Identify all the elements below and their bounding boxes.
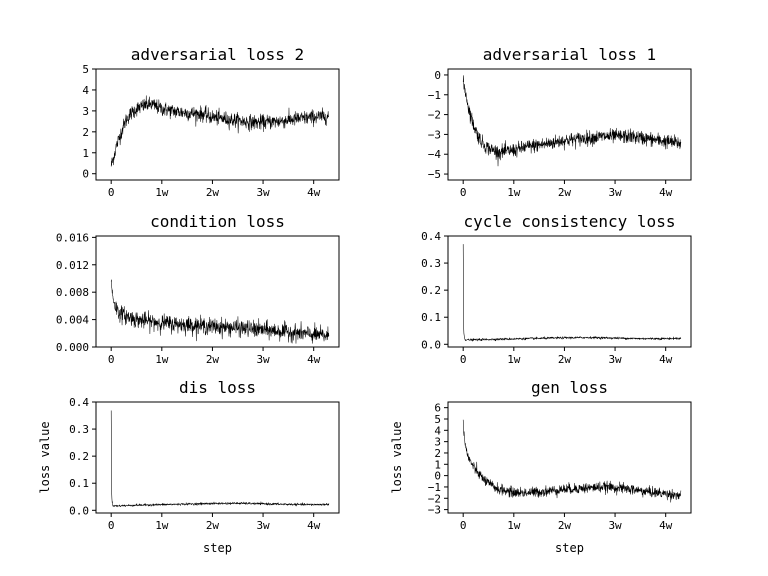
x-tick-label: 0: [108, 186, 115, 199]
y-tick-label: 3: [82, 105, 89, 118]
subplot-title: cycle consistency loss: [464, 212, 676, 231]
axes-frame: [447, 401, 692, 514]
y-tick-label: 0.3: [69, 423, 89, 436]
y-tick-label: 0.2: [69, 450, 89, 463]
x-tick-label: 2w: [558, 519, 572, 532]
series-line-1: [462, 244, 682, 342]
y-tick-label: 0: [434, 470, 441, 483]
x-tick-label: 1w: [507, 519, 521, 532]
x-tick-label: 2w: [206, 353, 220, 366]
subplot-3: condition loss 0 1w 2w 3w 4w 0.000 0.004 0.008 0.…: [56, 212, 340, 366]
axes-frame: [447, 68, 692, 181]
y-tick-label: 0.3: [421, 257, 441, 270]
x-axis-label: step: [203, 541, 232, 555]
y-tick-label: 1: [82, 147, 89, 160]
y-axis-label: loss value: [38, 421, 52, 493]
y-tick-label: −3: [428, 128, 441, 141]
y-tick-label: 0: [434, 69, 441, 82]
y-tick-label: 0.012: [56, 259, 89, 272]
subplot-title: adversarial loss 1: [483, 45, 656, 64]
y-axis-label: loss value: [390, 421, 404, 493]
subplot-title: gen loss: [531, 378, 608, 397]
y-tick-label: 0.4: [69, 396, 89, 409]
y-tick-label: 6: [434, 402, 441, 415]
axes-frame: [95, 401, 340, 514]
subplot-5: dis loss 0 1w 2w 3w 4w 0.0 0.1 0.2 0.3 0.4 step loss…: [38, 378, 340, 555]
x-tick-label: 4w: [307, 519, 321, 532]
x-tick-label: 3w: [256, 353, 270, 366]
series-line-1: [462, 419, 682, 503]
series-line-1: [110, 95, 330, 167]
x-tick-label: 0: [460, 519, 467, 532]
y-tick-label: 3: [434, 436, 441, 449]
x-tick-label: 3w: [256, 186, 270, 199]
x-tick-label: 1w: [155, 186, 169, 199]
x-tick-label: 0: [108, 353, 115, 366]
y-tick-label: 0.016: [56, 231, 89, 244]
x-tick-label: 3w: [608, 519, 622, 532]
x-tick-label: 1w: [155, 353, 169, 366]
subplot-1: adversarial loss 2 0 1w 2w 3w 4w 0 1 2 3 4 5: [82, 45, 340, 199]
x-tick-label: 3w: [256, 519, 270, 532]
series-line-1: [110, 279, 330, 344]
y-tick-label: −2: [428, 492, 441, 505]
x-tick-label: 3w: [608, 353, 622, 366]
y-tick-label: 0.4: [421, 230, 441, 243]
x-tick-label: 0: [108, 519, 115, 532]
x-tick-label: 2w: [558, 353, 572, 366]
y-tick-label: 0.0: [421, 338, 441, 351]
x-tick-label: 4w: [659, 186, 673, 199]
x-tick-label: 3w: [608, 186, 622, 199]
x-tick-label: 4w: [659, 519, 673, 532]
x-tick-label: 1w: [507, 186, 521, 199]
x-tick-label: 4w: [659, 353, 673, 366]
y-tick-label: 5: [82, 63, 89, 76]
x-tick-label: 4w: [307, 353, 321, 366]
series-line-1: [110, 410, 330, 508]
y-tick-label: 0: [82, 168, 89, 181]
y-tick-label: −1: [428, 481, 441, 494]
y-tick-label: 2: [434, 447, 441, 460]
y-tick-label: 5: [434, 413, 441, 426]
y-tick-label: −1: [428, 89, 441, 102]
x-tick-label: 2w: [558, 186, 572, 199]
y-tick-label: 0.0: [69, 504, 89, 517]
x-tick-label: 4w: [307, 186, 321, 199]
y-tick-label: −5: [428, 168, 441, 181]
x-tick-label: 0: [460, 186, 467, 199]
y-tick-label: 0.000: [56, 341, 89, 354]
y-tick-label: 0.004: [56, 314, 89, 327]
y-tick-label: −4: [428, 148, 442, 161]
y-tick-label: 0.2: [421, 284, 441, 297]
y-tick-label: 0.008: [56, 286, 89, 299]
series-line-1: [462, 75, 682, 167]
y-tick-label: 2: [82, 126, 89, 139]
y-tick-label: −3: [428, 504, 441, 517]
x-tick-label: 2w: [206, 186, 220, 199]
axes-frame: [95, 235, 340, 348]
subplot-title: adversarial loss 2: [131, 45, 304, 64]
x-axis-label: step: [555, 541, 584, 555]
x-tick-label: 1w: [507, 353, 521, 366]
subplot-2: adversarial loss 1 0 1w 2w 3w 4w 0 −1 −2 −3 −4 −5: [428, 45, 692, 199]
x-tick-label: 1w: [155, 519, 169, 532]
y-tick-label: 0.1: [421, 311, 441, 324]
x-tick-label: 2w: [206, 519, 220, 532]
y-tick-label: 0.1: [69, 477, 89, 490]
y-tick-label: 1: [434, 458, 441, 471]
subplot-4: cycle consistency loss 0 1w 2w 3w 4w 0.0 0.1 0.2…: [421, 212, 692, 366]
x-tick-label: 0: [460, 353, 467, 366]
subplot-title: condition loss: [150, 212, 285, 231]
subplot-title: dis loss: [179, 378, 256, 397]
axes-frame: [447, 235, 692, 348]
y-tick-label: 4: [434, 424, 441, 437]
y-tick-label: 4: [82, 84, 89, 97]
y-tick-label: −2: [428, 109, 441, 122]
axes-frame: [95, 68, 340, 181]
